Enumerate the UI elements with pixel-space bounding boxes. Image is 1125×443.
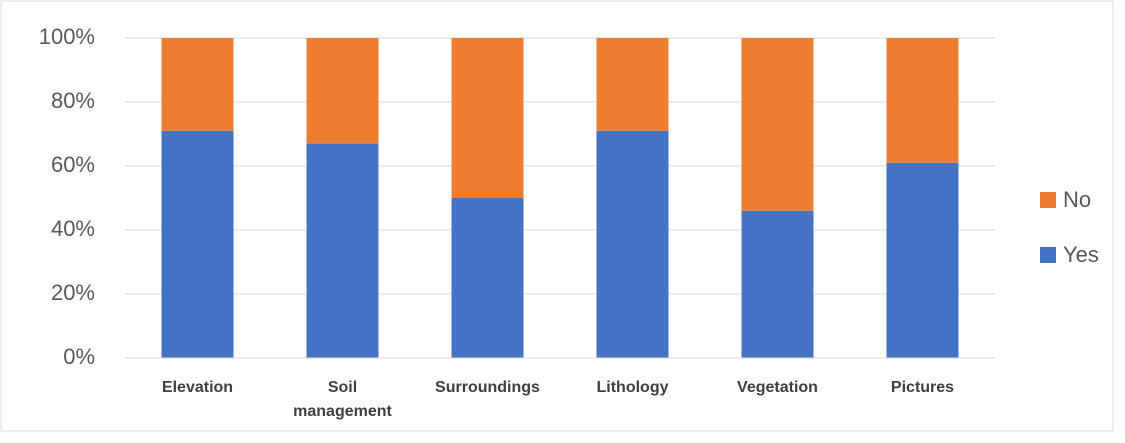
bar-segment — [596, 130, 669, 358]
bar-segment — [306, 143, 379, 358]
y-tick-label: 20% — [51, 280, 95, 305]
bar-segment — [886, 162, 959, 358]
bar-segment — [741, 38, 814, 211]
x-tick-label: Pictures — [890, 379, 955, 396]
legend-swatch — [1040, 192, 1056, 208]
x-tick-label: Surroundings — [435, 379, 540, 396]
bar-segment — [306, 38, 379, 144]
legend-label: Yes — [1063, 242, 1099, 267]
x-tick-label: Elevation — [161, 379, 234, 396]
legend-swatch — [1040, 247, 1056, 263]
bar-segment — [451, 38, 524, 198]
bar-segment — [741, 210, 814, 358]
bar-segment — [161, 130, 234, 358]
bar-segment — [161, 38, 234, 131]
y-tick-label: 40% — [51, 216, 95, 241]
x-tick-label: Vegetation — [737, 379, 818, 396]
legend-label: No — [1063, 187, 1091, 212]
x-tick-label: Lithology — [596, 379, 669, 396]
bar-segment — [596, 38, 669, 131]
bar-segment — [886, 38, 959, 163]
y-tick-label: 60% — [51, 152, 95, 177]
y-tick-label: 80% — [51, 88, 95, 113]
bar-segment — [451, 198, 524, 358]
y-tick-label: 0% — [63, 344, 95, 369]
x-tick-label: Soil management — [293, 379, 392, 420]
y-tick-label: 100% — [39, 24, 95, 49]
